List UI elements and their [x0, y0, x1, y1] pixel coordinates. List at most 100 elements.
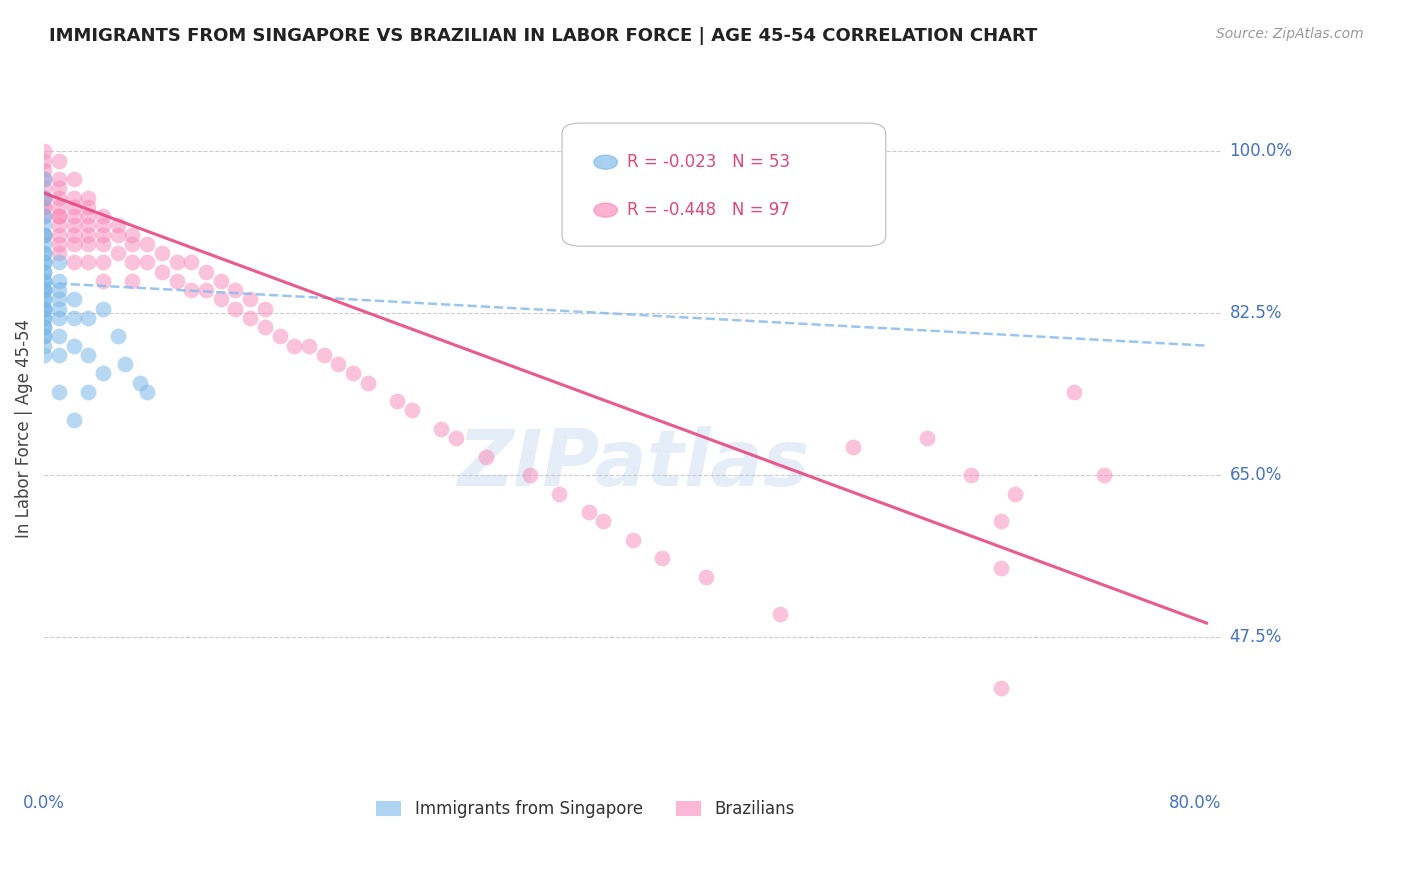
- Point: [32, 255, 55, 269]
- Point: [48, 227, 70, 242]
- Point: [91, 255, 114, 269]
- Point: [136, 384, 159, 399]
- Point: [32, 227, 55, 242]
- Text: Source: ZipAtlas.com: Source: ZipAtlas.com: [1216, 27, 1364, 41]
- Point: [62, 255, 84, 269]
- Point: [32, 246, 55, 260]
- Point: [48, 219, 70, 233]
- Text: 65.0%: 65.0%: [1230, 467, 1282, 484]
- Point: [62, 338, 84, 352]
- Point: [32, 191, 55, 205]
- Point: [62, 172, 84, 186]
- Point: [32, 329, 55, 343]
- Point: [91, 274, 114, 288]
- Point: [48, 310, 70, 325]
- Point: [224, 301, 246, 316]
- Point: [1004, 486, 1026, 500]
- FancyBboxPatch shape: [562, 123, 886, 246]
- Point: [77, 191, 100, 205]
- Point: [32, 153, 55, 168]
- Point: [32, 209, 55, 223]
- Point: [269, 329, 291, 343]
- Point: [62, 200, 84, 214]
- Point: [62, 219, 84, 233]
- Point: [387, 394, 409, 409]
- Point: [91, 227, 114, 242]
- Point: [519, 468, 541, 483]
- Point: [32, 301, 55, 316]
- Point: [32, 255, 55, 269]
- Text: 100.0%: 100.0%: [1230, 143, 1292, 161]
- Text: R = -0.023   N = 53: R = -0.023 N = 53: [627, 153, 790, 171]
- Point: [401, 403, 423, 417]
- Point: [91, 301, 114, 316]
- Point: [239, 293, 262, 307]
- Point: [328, 357, 350, 371]
- Point: [283, 338, 305, 352]
- Point: [32, 265, 55, 279]
- Point: [32, 329, 55, 343]
- Point: [166, 255, 188, 269]
- Point: [48, 200, 70, 214]
- Point: [239, 310, 262, 325]
- Point: [990, 514, 1012, 528]
- Point: [32, 274, 55, 288]
- Point: [444, 431, 467, 445]
- Text: IMMIGRANTS FROM SINGAPORE VS BRAZILIAN IN LABOR FORCE | AGE 45-54 CORRELATION CH: IMMIGRANTS FROM SINGAPORE VS BRAZILIAN I…: [49, 27, 1038, 45]
- Point: [32, 219, 55, 233]
- Point: [578, 505, 600, 519]
- Point: [48, 153, 70, 168]
- Point: [77, 209, 100, 223]
- Point: [621, 533, 644, 547]
- Point: [32, 293, 55, 307]
- Point: [62, 412, 84, 426]
- Point: [32, 209, 55, 223]
- Point: [32, 301, 55, 316]
- Point: [592, 514, 614, 528]
- Point: [32, 246, 55, 260]
- Point: [62, 310, 84, 325]
- Point: [48, 172, 70, 186]
- Point: [48, 274, 70, 288]
- Point: [474, 450, 496, 464]
- Point: [48, 246, 70, 260]
- Point: [77, 348, 100, 362]
- Point: [77, 255, 100, 269]
- Point: [32, 283, 55, 297]
- Text: 80.0%: 80.0%: [1168, 794, 1222, 813]
- Point: [48, 255, 70, 269]
- Point: [312, 348, 335, 362]
- Point: [91, 209, 114, 223]
- Point: [136, 236, 159, 251]
- Legend: Immigrants from Singapore, Brazilians: Immigrants from Singapore, Brazilians: [370, 793, 801, 825]
- Point: [32, 301, 55, 316]
- Point: [91, 236, 114, 251]
- Point: [77, 219, 100, 233]
- Point: [91, 219, 114, 233]
- Point: [32, 320, 55, 334]
- Point: [77, 310, 100, 325]
- Point: [77, 236, 100, 251]
- Point: [769, 607, 792, 621]
- Point: [48, 209, 70, 223]
- Point: [62, 236, 84, 251]
- Point: [48, 283, 70, 297]
- Point: [48, 209, 70, 223]
- Circle shape: [593, 155, 617, 169]
- Point: [32, 191, 55, 205]
- Point: [48, 348, 70, 362]
- Point: [121, 255, 143, 269]
- Point: [224, 283, 246, 297]
- Point: [1063, 384, 1085, 399]
- Text: 47.5%: 47.5%: [1230, 628, 1282, 646]
- Point: [32, 181, 55, 195]
- Point: [180, 283, 202, 297]
- Point: [32, 200, 55, 214]
- Point: [32, 283, 55, 297]
- Point: [150, 265, 173, 279]
- Point: [695, 570, 717, 584]
- Y-axis label: In Labor Force | Age 45-54: In Labor Force | Age 45-54: [15, 319, 32, 539]
- Point: [62, 293, 84, 307]
- Point: [48, 191, 70, 205]
- Point: [180, 255, 202, 269]
